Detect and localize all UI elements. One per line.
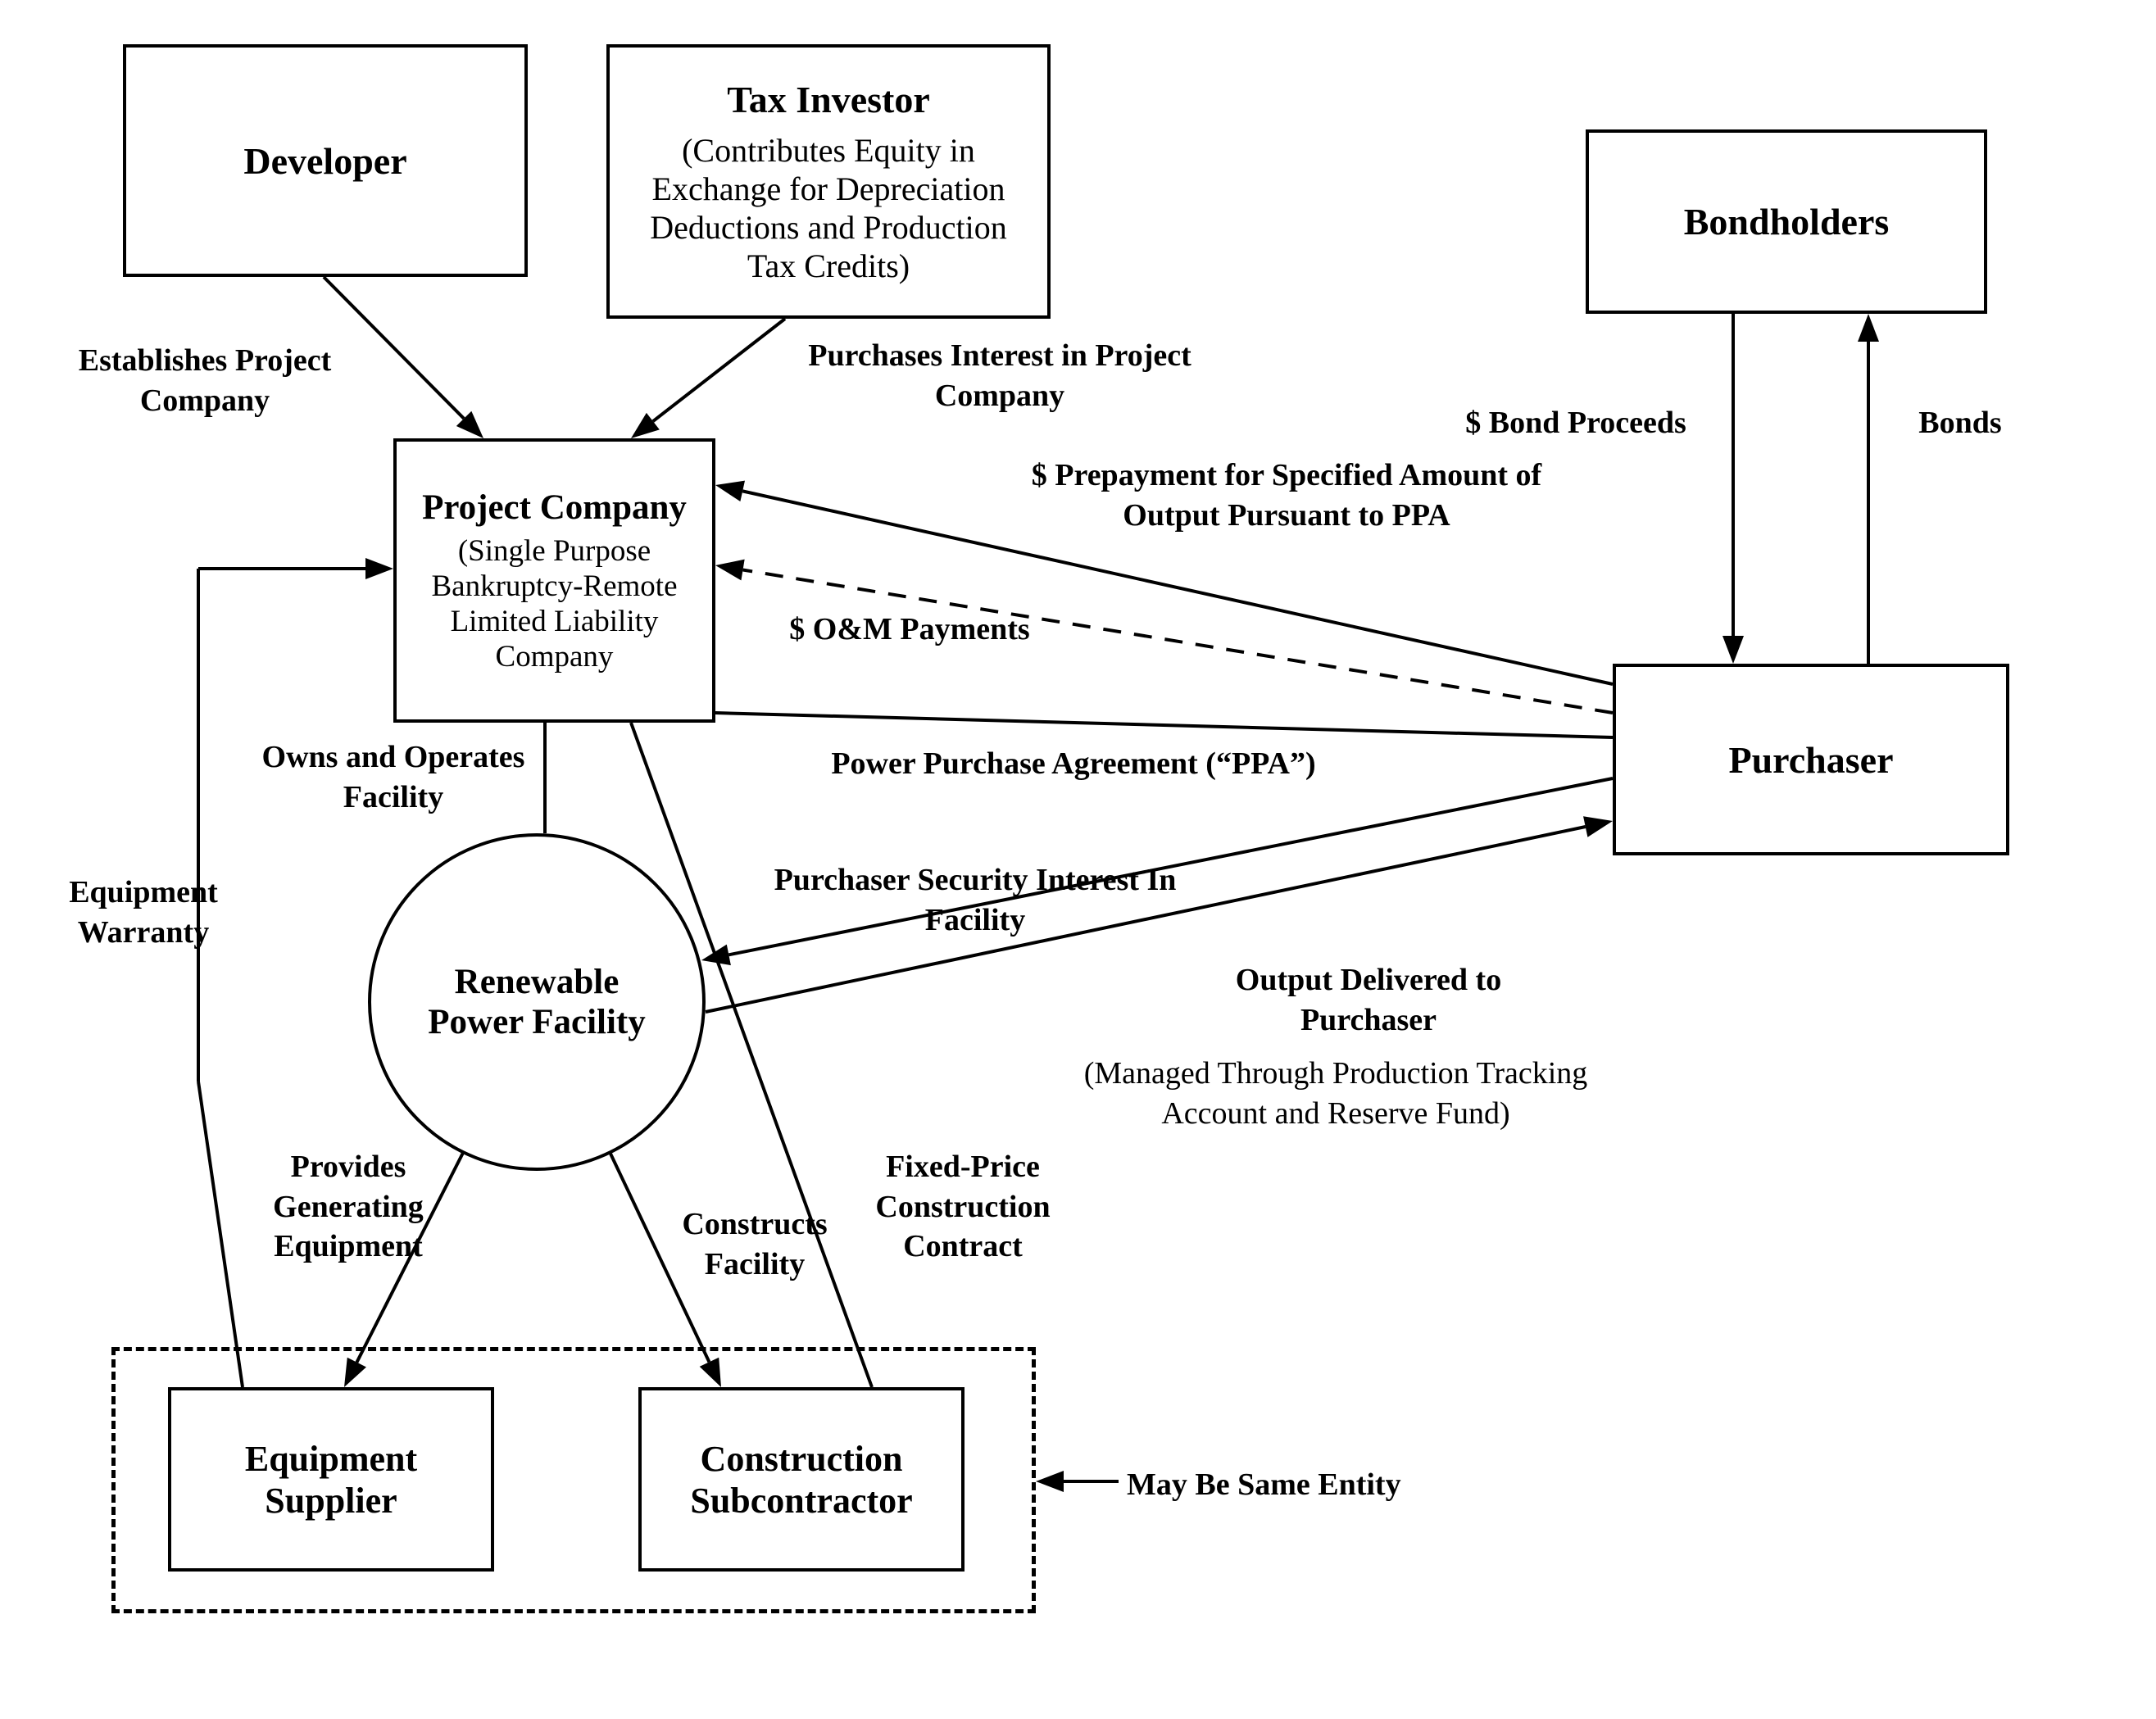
tax-investor-title: Tax Investor [727,78,930,121]
bondholders-box: Bondholders [1586,129,1987,314]
construction-sub-title: Construction Subcontractor [658,1438,945,1522]
owns-operates-label: Owns and Operates Facility [246,737,541,817]
establishes-label: Establishes Project Company [37,341,373,420]
project-company-box: Project Company (Single Purpose Bankrupt… [393,438,715,723]
bond-proceeds-label: $ Bond Proceeds [1441,403,1711,443]
may-be-same-label: May Be Same Entity [1127,1465,1455,1505]
purchaser-title: Purchaser [1728,738,1893,782]
tax-investor-sub: (Contributes Equity in Exchange for Depr… [626,131,1031,285]
developer-title: Developer [243,139,406,183]
equipment-warranty-label: Equipment Warranty [37,873,250,952]
prepayment-label: $ Prepayment for Specified Amount of Out… [983,456,1590,535]
provides-equip-label: Provides Generating Equipment [225,1147,471,1267]
project-company-sub: (Single Purpose Bankruptcy-Remote Limite… [413,533,696,674]
constructs-facility-label: Constructs Facility [652,1204,857,1284]
bondholders-title: Bondholders [1684,200,1890,243]
output-delivered-label: Output Delivered to Purchaser [1188,960,1549,1040]
facility-circle: Renewable Power Facility [368,833,706,1171]
facility-title: Renewable Power Facility [371,962,702,1042]
security-interest-label: Purchaser Security Interest In Facility [746,860,1205,940]
tax-investor-box: Tax Investor (Contributes Equity in Exch… [606,44,1051,319]
om-payments-label: $ O&M Payments [762,610,1057,650]
equipment-supplier-title: Equipment Supplier [188,1438,474,1522]
managed-through-label: (Managed Through Production Tracking Acc… [1041,1054,1631,1133]
purchases-interest-label: Purchases Interest in Project Company [795,336,1205,415]
project-company-title: Project Company [422,487,687,529]
bonds-label: Bonds [1895,403,2026,443]
equipment-supplier-box: Equipment Supplier [168,1387,494,1572]
ppa-label: Power Purchase Agreement (“PPA”) [795,744,1352,784]
fixed-price-label: Fixed-Price Construction Contract [844,1147,1082,1267]
developer-box: Developer [123,44,528,277]
construction-sub-box: Construction Subcontractor [638,1387,965,1572]
purchaser-box: Purchaser [1613,664,2009,855]
